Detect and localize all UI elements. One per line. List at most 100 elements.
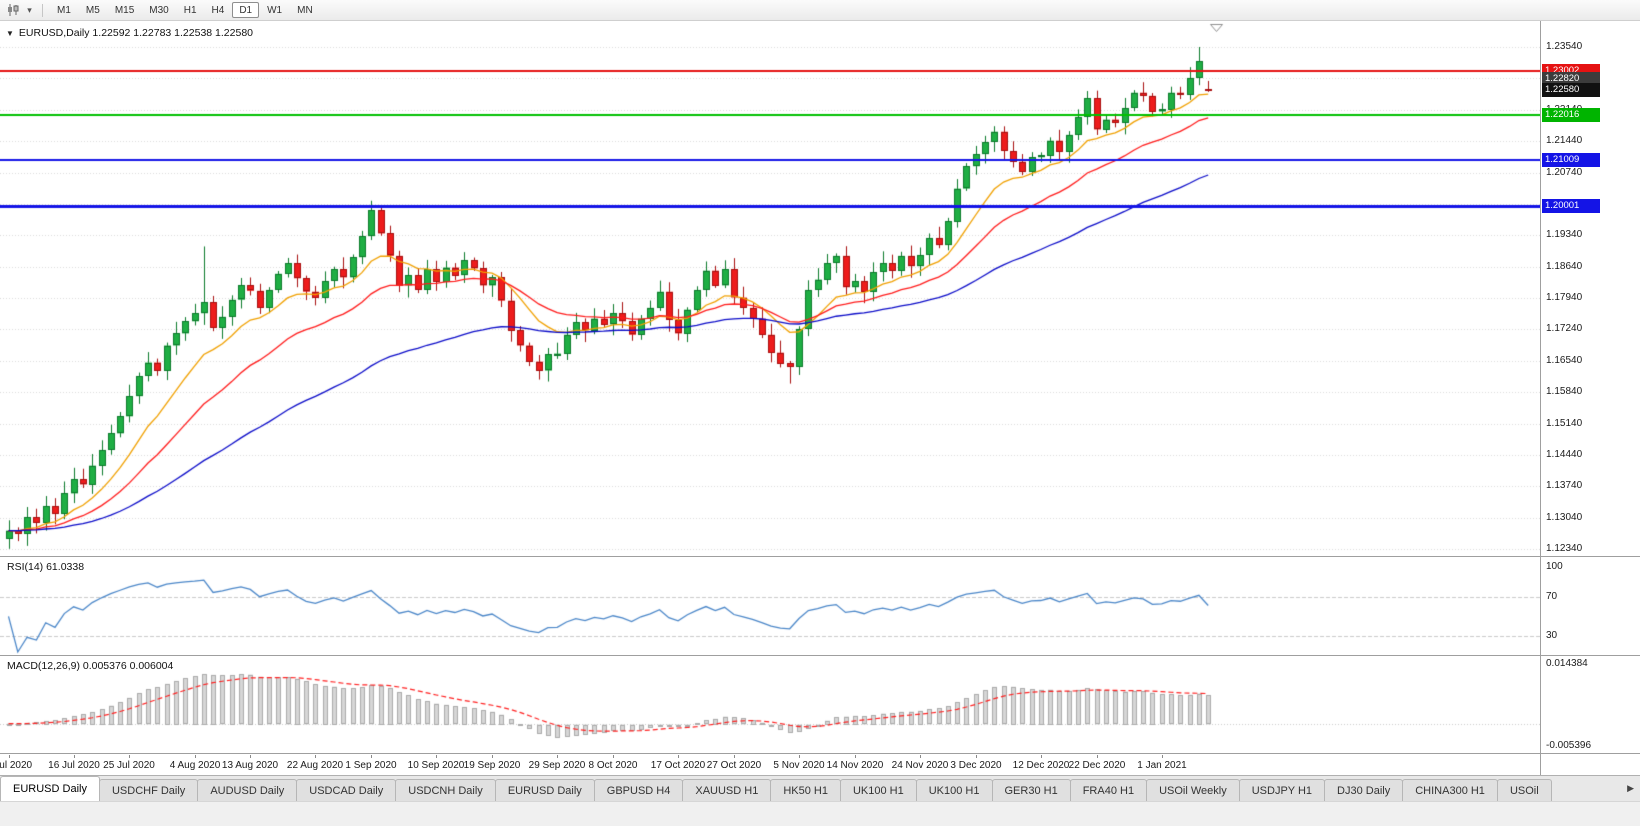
chart-tab-6[interactable]: GBPUSD H4 (593, 779, 684, 801)
date-label: 8 Oct 2020 (588, 760, 638, 771)
date-label: 5 Nov 2020 (773, 760, 825, 771)
date-label: 25 Jul 2020 (103, 760, 155, 771)
timeframe-toolbar: M1 M5 M15 M30 H1 H4 D1 W1 MN (50, 2, 320, 18)
timeframe-h4-button[interactable]: H4 (205, 2, 232, 18)
macd-axis-label: 0.014384 (1546, 658, 1588, 669)
time-tick (9, 755, 10, 758)
chart-tab-12[interactable]: FRA40 H1 (1069, 779, 1148, 801)
pane-divider[interactable] (0, 556, 1640, 557)
timeframe-d1-button[interactable]: D1 (232, 2, 260, 18)
time-tick (315, 755, 316, 758)
pane-divider[interactable] (0, 655, 1640, 656)
date-label: 3 Dec 2020 (950, 760, 1002, 771)
timeframe-m1-button[interactable]: M1 (50, 2, 78, 18)
chart-tab-13[interactable]: USOil Weekly (1146, 779, 1240, 801)
date-label: 17 Oct 2020 (650, 760, 706, 771)
time-tick (1097, 755, 1098, 758)
price-axis-label: 1.18640 (1546, 260, 1583, 272)
rsi-indicator-canvas[interactable] (0, 557, 1540, 655)
timeframe-w1-button[interactable]: W1 (260, 2, 289, 18)
rsi-label: RSI(14) 61.0338 (7, 561, 85, 573)
chart-tab-7[interactable]: XAUUSD H1 (682, 779, 772, 801)
time-tick (250, 755, 251, 758)
date-label: 10 Sep 2020 (407, 760, 465, 771)
timeframe-m30-button[interactable]: M30 (142, 2, 175, 18)
time-tick (678, 755, 679, 758)
dropdown-caret-icon[interactable]: ▾ (24, 2, 35, 19)
time-tick (799, 755, 800, 758)
time-tick (74, 755, 75, 758)
time-tick (371, 755, 372, 758)
chart-tab-1[interactable]: USDCHF Daily (98, 779, 199, 801)
time-tick (1162, 755, 1163, 758)
rsi-axis-label: 30 (1546, 630, 1558, 642)
price-chart-canvas[interactable] (0, 21, 1540, 556)
timeframe-mn-button[interactable]: MN (290, 2, 320, 18)
chart-tab-5[interactable]: EURUSD Daily (494, 779, 595, 801)
candlestick-glyph (7, 4, 18, 16)
time-tick (1041, 755, 1042, 758)
timeframe-m15-button[interactable]: M15 (108, 2, 141, 18)
macd-axis-label: -0.005396 (1546, 740, 1592, 751)
date-label: 22 Aug 2020 (286, 760, 344, 771)
price-axis-label: 1.12340 (1546, 543, 1583, 554)
date-label: 1 Sep 2020 (345, 760, 397, 771)
chart-tab-14[interactable]: USDJPY H1 (1238, 779, 1326, 801)
price-axis-label: 1.15140 (1546, 417, 1583, 429)
price-axis-label: 1.13040 (1546, 511, 1583, 523)
date-label: 29 Sep 2020 (528, 760, 586, 771)
time-tick (734, 755, 735, 758)
date-label: 19 Sep 2020 (463, 760, 521, 771)
chart-tab-10[interactable]: UK100 H1 (915, 779, 993, 801)
price-axis-label: 1.19340 (1546, 229, 1583, 241)
price-axis-label: 1.13740 (1546, 480, 1583, 492)
status-bar (0, 801, 1640, 826)
price-axis-label: 1.14440 (1546, 448, 1583, 460)
time-tick (436, 755, 437, 758)
chart-tab-3[interactable]: USDCAD Daily (296, 779, 397, 801)
rsi-axis-label: 70 (1546, 590, 1558, 602)
price-marker: 1.22580 (1542, 83, 1600, 98)
chart-tab-15[interactable]: DJ30 Daily (1324, 779, 1404, 801)
price-axis-label: 1.15840 (1546, 386, 1583, 398)
price-axis-label: 1.17940 (1546, 292, 1583, 303)
time-tick (920, 755, 921, 758)
tab-scroll-right-icon[interactable]: ▶ (1621, 776, 1640, 800)
chart-tab-17[interactable]: USOil (1496, 779, 1552, 801)
chart-tab-2[interactable]: AUDUSD Daily (197, 779, 298, 801)
chart-title: ▼ EURUSD,Daily 1.22592 1.22783 1.22538 1… (6, 27, 253, 39)
chart-title-text: EURUSD,Daily 1.22592 1.22783 1.22538 1.2… (18, 27, 254, 39)
date-label: 4 Aug 2020 (169, 760, 221, 771)
date-label: 27 Oct 2020 (706, 760, 762, 771)
date-label: 7 Jul 2020 (0, 760, 33, 771)
chart-tab-16[interactable]: CHINA300 H1 (1402, 779, 1498, 801)
top-toolbar: ▾ M1 M5 M15 M30 H1 H4 D1 W1 MN (0, 0, 1640, 21)
one-click-trading-icon[interactable]: ▼ (6, 28, 14, 38)
price-axis[interactable]: 1.235401.228401.221401.214401.207401.200… (1540, 21, 1640, 775)
chart-tab-8[interactable]: HK50 H1 (770, 779, 841, 801)
chart-tab-11[interactable]: GER30 H1 (991, 779, 1071, 801)
date-label: 14 Nov 2020 (826, 760, 884, 771)
macd-indicator-canvas[interactable] (0, 656, 1540, 753)
time-tick (976, 755, 977, 758)
timeframe-m5-button[interactable]: M5 (79, 2, 107, 18)
chart-type-icon[interactable] (4, 2, 22, 19)
toolbar-separator (42, 3, 43, 17)
date-label: 12 Dec 2020 (1012, 760, 1070, 771)
chart-tab-0[interactable]: EURUSD Daily (0, 776, 100, 801)
time-tick (855, 755, 856, 758)
price-axis-label: 1.21440 (1546, 135, 1583, 147)
pane-divider (0, 753, 1640, 754)
price-axis-label: 1.23540 (1546, 41, 1583, 52)
chart-tab-9[interactable]: UK100 H1 (839, 779, 917, 801)
chart-tab-4[interactable]: USDCNH Daily (395, 779, 496, 801)
price-axis-label: 1.17240 (1546, 323, 1583, 335)
price-axis-label: 1.16540 (1546, 354, 1583, 366)
macd-label: MACD(12,26,9) 0.005376 0.006004 (7, 660, 174, 672)
date-label: 1 Jan 2021 (1137, 760, 1187, 771)
price-marker: 1.21009 (1542, 153, 1600, 168)
timeframe-h1-button[interactable]: H1 (177, 2, 204, 18)
chart-tabs-bar: EURUSD Daily USDCHF Daily AUDUSD Daily USDC… (0, 775, 1640, 801)
